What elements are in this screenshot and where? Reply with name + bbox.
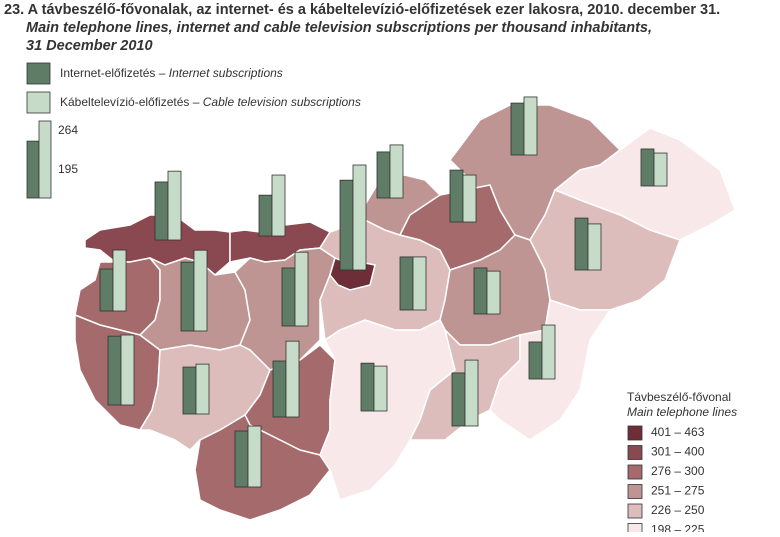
title: 23. A távbeszélő-fővonalak, az internet-… xyxy=(4,2,720,18)
bar xyxy=(107,335,122,406)
reference-label: 264 xyxy=(58,123,78,137)
class-label: 401 – 463 xyxy=(651,425,705,439)
reference-bar xyxy=(26,140,40,199)
bar xyxy=(376,151,391,199)
bar xyxy=(640,148,655,187)
class-swatch xyxy=(627,464,643,480)
bar xyxy=(182,366,197,415)
bar xyxy=(399,256,414,311)
bar xyxy=(193,249,208,332)
bar xyxy=(541,324,556,380)
legend-swatch xyxy=(26,62,51,85)
reference-label: 195 xyxy=(58,162,78,176)
bar xyxy=(653,152,668,187)
bar xyxy=(574,217,589,271)
bars xyxy=(99,96,668,488)
legend-label: Internet-előfizetés – Internet subscript… xyxy=(60,66,283,80)
bar xyxy=(462,174,477,223)
class-label: 276 – 300 xyxy=(651,464,705,478)
bar xyxy=(464,359,479,427)
bar xyxy=(389,144,404,199)
bar xyxy=(352,164,367,271)
legend-label-en: Internet subscriptions xyxy=(169,66,283,80)
bar xyxy=(99,268,114,312)
class-label: 251 – 275 xyxy=(651,484,705,498)
subtitle: Main telephone lines, internet and cable… xyxy=(26,20,652,36)
class-swatch xyxy=(627,445,643,460)
class-swatch xyxy=(627,523,643,537)
bar xyxy=(523,96,538,156)
bar xyxy=(272,360,287,418)
bar xyxy=(449,169,464,223)
reference-bar xyxy=(38,120,52,199)
bar xyxy=(154,181,169,241)
bar xyxy=(510,102,525,156)
legend-title: Távbeszélő-fővonal xyxy=(627,390,731,404)
class-swatch xyxy=(627,425,643,441)
bar xyxy=(180,261,195,332)
bar xyxy=(373,365,388,412)
legend-label-hu: Internet-előfizetés – xyxy=(60,66,166,80)
class-label: 301 – 400 xyxy=(651,445,705,459)
legend-title-en: Main telephone lines xyxy=(627,405,737,419)
class-label: 198 – 225 xyxy=(651,523,705,532)
class-swatch xyxy=(627,503,643,519)
bar xyxy=(486,270,501,315)
bar xyxy=(339,179,354,271)
legend-swatch xyxy=(26,91,51,114)
bar xyxy=(247,425,262,488)
subtitle: 31 December 2010 xyxy=(26,38,153,54)
bar xyxy=(234,430,249,488)
legend-label: Kábeltelevízió-előfizetés – Cable televi… xyxy=(60,95,361,109)
class-swatch xyxy=(627,484,643,499)
bar xyxy=(120,334,135,406)
legend-label-en: Cable television subscriptions xyxy=(203,95,361,109)
class-label: 226 – 250 xyxy=(651,503,705,517)
bar xyxy=(587,223,602,271)
bar xyxy=(167,170,182,241)
bar xyxy=(271,174,286,237)
bar xyxy=(360,362,375,412)
bar xyxy=(473,267,488,315)
bar xyxy=(112,249,127,312)
bar xyxy=(281,267,296,327)
bar xyxy=(285,340,300,418)
bar xyxy=(412,256,427,311)
bar xyxy=(258,194,273,237)
bar xyxy=(451,372,466,427)
bar xyxy=(294,251,309,327)
bar xyxy=(528,341,543,380)
legend-label-hu: Kábeltelevízió-előfizetés – xyxy=(60,95,200,109)
bar xyxy=(195,363,210,415)
